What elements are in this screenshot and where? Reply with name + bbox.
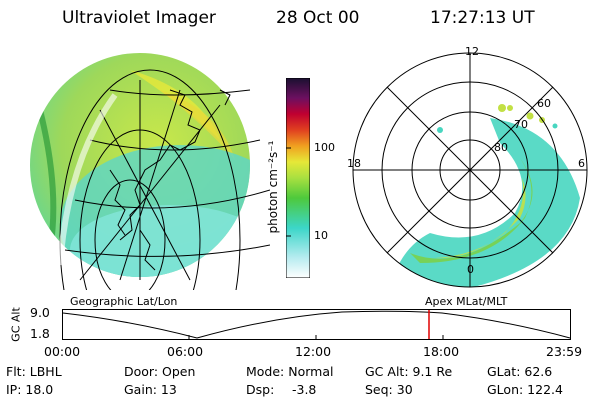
orbit-plot-ylabel: GC Alt xyxy=(9,307,23,342)
seq-info: Seq: 30 xyxy=(365,382,413,397)
door-info: Door: Open xyxy=(124,364,196,379)
orbit-xtick-1200: 12:00 xyxy=(295,344,332,359)
time-label: 17:27:13 UT xyxy=(430,8,535,28)
colorbar-unit-label: photon cm⁻²s⁻¹ xyxy=(266,140,280,234)
orbit-xtick-0600: 06:00 xyxy=(167,344,204,359)
mlt-label-18: 18 xyxy=(347,157,361,170)
orbit-ytick-top: 9.0 xyxy=(30,305,50,320)
ip-info: IP: 18.0 xyxy=(6,382,54,397)
gain-info: Gain: 13 xyxy=(124,382,177,397)
dsp-label: Dsp: xyxy=(246,382,275,397)
colorbar xyxy=(286,78,310,278)
geographic-globe-image xyxy=(30,53,270,290)
dsp-value: -3.8 xyxy=(292,382,317,397)
orbit-ytick-bottom: 1.8 xyxy=(30,326,50,341)
flt-info: Flt: LBHL xyxy=(6,364,62,379)
mlat-mlt-polar-plot xyxy=(352,52,588,288)
mode-info: Mode: Normal xyxy=(246,364,334,379)
instrument-title: Ultraviolet Imager xyxy=(62,8,216,28)
mlat-label-80: 80 xyxy=(494,141,508,154)
orbit-xtick-1800: 18:00 xyxy=(423,344,460,359)
mlat-label-60: 60 xyxy=(537,97,551,110)
glon-info: GLon: 122.4 xyxy=(487,382,563,397)
mlat-label-70: 70 xyxy=(514,118,528,131)
orbit-xtick-2359: 23:59 xyxy=(546,344,583,359)
gcalt-info: GC Alt: 9.1 Re xyxy=(365,364,453,379)
date-label: 28 Oct 00 xyxy=(276,8,360,28)
mlt-label-0: 0 xyxy=(467,263,474,276)
orbit-altitude-plot xyxy=(62,309,571,340)
left-panel-caption: Geographic Lat/Lon xyxy=(70,295,178,308)
right-panel-caption: Apex MLat/MLT xyxy=(425,295,508,308)
mlt-label-12: 12 xyxy=(465,45,479,58)
colorbar-tick-100: 100 xyxy=(314,141,335,154)
colorbar-tick-10: 10 xyxy=(314,229,328,242)
glat-info: GLat: 62.6 xyxy=(487,364,553,379)
orbit-xtick-0000: 00:00 xyxy=(44,344,81,359)
mlt-label-6: 6 xyxy=(578,157,585,170)
